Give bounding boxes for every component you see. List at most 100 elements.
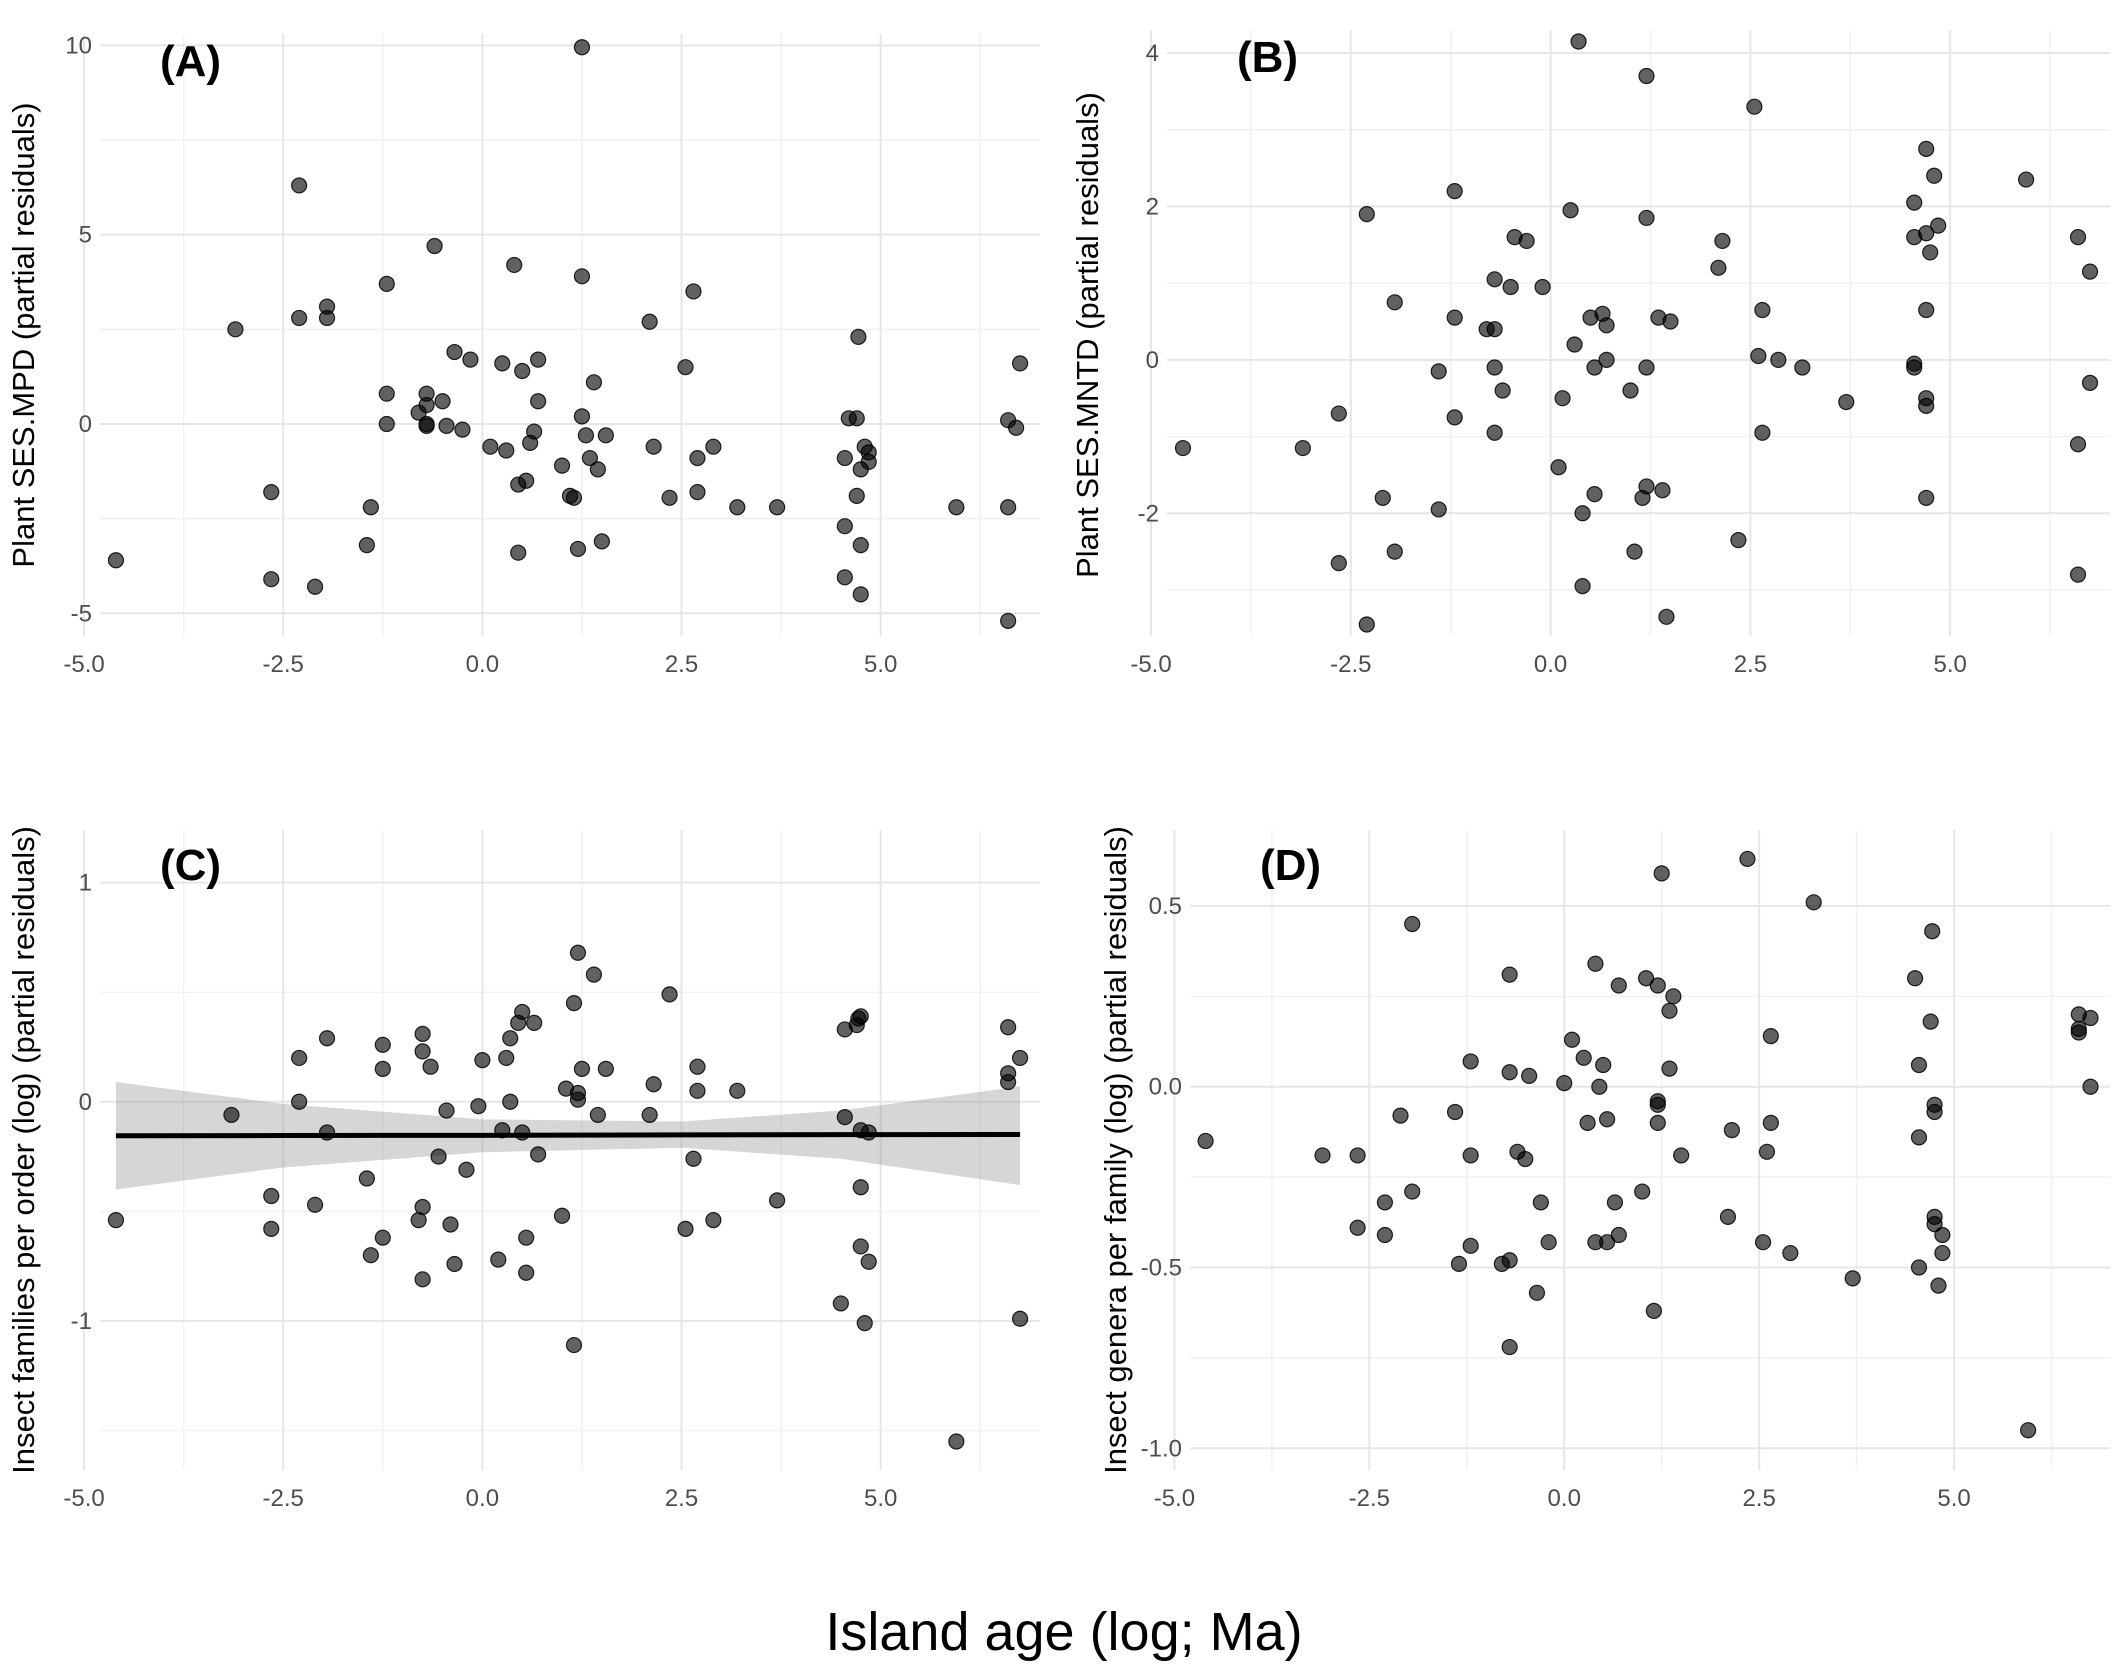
data-point <box>1517 1150 1534 1168</box>
y-tick-label: 0.0 <box>1149 1074 1182 1101</box>
data-point <box>1649 1096 1666 1113</box>
data-point <box>1906 194 1923 211</box>
data-point <box>418 396 435 414</box>
data-point <box>645 1076 662 1093</box>
data-point <box>1638 67 1655 85</box>
data-point <box>1910 1056 1928 1074</box>
data-point <box>462 351 479 368</box>
data-point <box>227 321 244 338</box>
data-point <box>661 489 678 506</box>
data-point <box>860 1124 877 1141</box>
x-tick-label: 0.0 <box>466 1485 499 1512</box>
data-point <box>1376 1226 1394 1244</box>
data-point <box>585 374 602 391</box>
data-point <box>378 275 395 292</box>
data-point <box>1430 501 1447 518</box>
data-point <box>518 1264 535 1281</box>
data-point <box>832 1295 849 1312</box>
data-point <box>374 1060 391 1078</box>
data-point <box>438 417 455 434</box>
data-point <box>1930 1277 1947 1294</box>
data-point <box>1294 439 1311 457</box>
data-point <box>685 1150 702 1167</box>
data-point <box>641 313 658 330</box>
data-point <box>1762 1114 1779 1131</box>
data-point <box>1599 1111 1616 1128</box>
data-point <box>689 1058 706 1075</box>
data-point <box>597 427 614 444</box>
x-tick-label: -2.5 <box>1330 651 1371 678</box>
data-point <box>1598 317 1615 334</box>
x-tick-label: 0.0 <box>1548 1485 1581 1512</box>
data-point <box>1574 578 1591 595</box>
data-point <box>1934 1244 1951 1262</box>
data-point <box>263 1220 280 1238</box>
data-point <box>378 415 395 433</box>
data-point <box>1011 1049 1029 1067</box>
data-point <box>263 484 280 501</box>
data-point <box>1762 1028 1779 1045</box>
data-point <box>677 359 694 376</box>
y-tick-label: -5 <box>71 600 92 627</box>
data-point <box>1000 612 1017 629</box>
data-point <box>1750 347 1767 365</box>
data-point <box>1926 1103 1943 1121</box>
data-point <box>1934 1226 1951 1244</box>
data-point <box>1358 616 1375 633</box>
data-point <box>1610 1226 1627 1244</box>
data-point <box>1649 977 1666 994</box>
data-point <box>1197 1132 1214 1150</box>
regression-line <box>115 1131 1021 1139</box>
data-point <box>1586 359 1603 376</box>
data-point <box>1782 1244 1799 1262</box>
data-point <box>1486 424 1503 441</box>
data-point <box>1661 1002 1678 1019</box>
data-point <box>1918 225 1935 242</box>
data-point <box>1918 489 1935 507</box>
data-point <box>1446 182 1463 200</box>
data-point <box>705 1212 722 1229</box>
data-point <box>573 1060 591 1078</box>
data-point <box>1000 1019 1017 1036</box>
data-point <box>577 427 595 444</box>
y-tick-label: -1.0 <box>1141 1435 1182 1462</box>
data-point <box>362 499 379 516</box>
y-tick-label: 0 <box>79 411 92 438</box>
data-point <box>2082 1009 2099 1027</box>
panel-label: (C) <box>160 841 221 890</box>
data-point <box>1926 167 1943 184</box>
data-point <box>769 499 786 516</box>
data-point <box>1654 482 1671 499</box>
data-point <box>1906 970 1924 987</box>
data-point <box>1011 1310 1029 1327</box>
data-point <box>414 1271 431 1288</box>
data-point <box>689 1082 706 1099</box>
data-point <box>573 408 591 425</box>
data-point <box>852 537 869 554</box>
data-point <box>1906 359 1923 376</box>
data-point <box>506 256 523 274</box>
data-point <box>1462 1053 1479 1070</box>
data-point <box>689 484 706 501</box>
data-point <box>526 1014 543 1031</box>
data-point <box>358 1170 375 1187</box>
data-point <box>263 1187 280 1205</box>
data-point <box>306 1196 324 1213</box>
data-point <box>1710 259 1727 276</box>
data-point <box>474 1052 491 1069</box>
data-point <box>1330 405 1347 422</box>
data-point <box>593 533 610 550</box>
data-point <box>1638 478 1655 495</box>
data-point <box>689 449 706 467</box>
data-point <box>1922 244 1939 261</box>
data-point <box>1575 1049 1592 1066</box>
data-point <box>1754 301 1771 319</box>
x-tick-label: -2.5 <box>1349 1485 1390 1512</box>
x-tick-label: -5.0 <box>1130 651 1171 678</box>
x-tick-label: 2.5 <box>1734 651 1767 678</box>
data-point <box>1714 232 1731 250</box>
data-point <box>1606 1194 1624 1211</box>
data-point <box>1638 209 1655 227</box>
data-point <box>1566 336 1583 353</box>
data-point <box>1008 419 1025 436</box>
